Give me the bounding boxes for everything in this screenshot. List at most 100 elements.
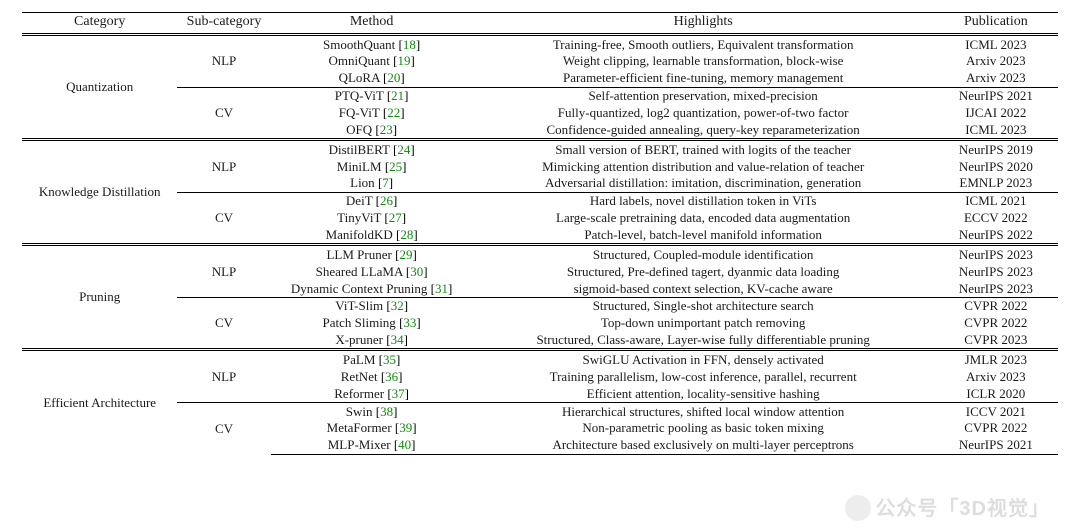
citation-link[interactable]: 30 [410, 264, 423, 279]
method-cell: OmniQuant [19] [271, 53, 473, 70]
citation-link[interactable]: 34 [391, 332, 404, 347]
highlights-cell: Adversarial distillation: imitation, dis… [473, 175, 934, 192]
category-cell: Pruning [22, 245, 177, 350]
citation-link[interactable]: 21 [391, 88, 404, 103]
publication-cell: NeurIPS 2023 [934, 280, 1058, 297]
subcategory-cell: CV [177, 403, 270, 455]
citation-link[interactable]: 28 [400, 227, 413, 242]
table-row: Efficient ArchitectureNLPPaLM [35]SwiGLU… [22, 350, 1058, 368]
highlights-cell: Top-down unimportant patch removing [473, 315, 934, 332]
highlights-cell: Weight clipping, learnable transformatio… [473, 53, 934, 70]
highlights-cell: Structured, Coupled-module identificatio… [473, 245, 934, 263]
citation-link[interactable]: 33 [403, 315, 416, 330]
method-cell: LLM Pruner [29] [271, 245, 473, 263]
publication-cell: IJCAI 2022 [934, 104, 1058, 121]
table-figure: { "columns":["Category","Sub-category","… [0, 0, 1080, 529]
subcategory-cell: NLP [177, 350, 270, 403]
highlights-cell: Fully-quantized, log2 quantization, powe… [473, 104, 934, 121]
method-cell: Patch Sliming [33] [271, 315, 473, 332]
highlights-cell: Mimicking attention distribution and val… [473, 158, 934, 175]
comparison-table: Category Sub-category Method Highlights … [22, 12, 1058, 455]
col-subcategory: Sub-category [177, 13, 270, 35]
publication-cell: NeurIPS 2023 [934, 263, 1058, 280]
table-row: CVDeiT [26]Hard labels, novel distillati… [22, 192, 1058, 209]
publication-cell: ICML 2023 [934, 121, 1058, 139]
highlights-cell: Structured, Single-shot architecture sea… [473, 297, 934, 314]
citation-link[interactable]: 25 [389, 159, 402, 174]
subcategory-cell: CV [177, 192, 270, 245]
publication-cell: ICLR 2020 [934, 385, 1058, 402]
citation-link[interactable]: 20 [387, 70, 400, 85]
col-category: Category [22, 13, 177, 35]
citation-link[interactable]: 18 [403, 37, 416, 52]
method-cell: OFQ [23] [271, 121, 473, 139]
highlights-cell: Self-attention preservation, mixed-preci… [473, 87, 934, 104]
publication-cell: Arxiv 2023 [934, 70, 1058, 87]
method-cell: DistilBERT [24] [271, 140, 473, 158]
category-cell: Efficient Architecture [22, 350, 177, 454]
citation-link[interactable]: 29 [399, 247, 412, 262]
table-row: CVViT-Slim [32]Structured, Single-shot a… [22, 297, 1058, 314]
citation-link[interactable]: 23 [380, 122, 393, 137]
publication-cell: NeurIPS 2021 [934, 437, 1058, 454]
highlights-cell: Hierarchical structures, shifted local w… [473, 403, 934, 420]
citation-link[interactable]: 19 [397, 53, 410, 68]
method-cell: ManifoldKD [28] [271, 226, 473, 244]
highlights-cell: Non-parametric pooling as basic token mi… [473, 420, 934, 437]
citation-link[interactable]: 26 [380, 193, 393, 208]
table-header-row: Category Sub-category Method Highlights … [22, 13, 1058, 35]
subcategory-cell: NLP [177, 140, 270, 193]
table-row: CVPTQ-ViT [21]Self-attention preservatio… [22, 87, 1058, 104]
highlights-cell: Structured, Class-aware, Layer-wise full… [473, 332, 934, 350]
col-publication: Publication [934, 13, 1058, 35]
table-row: PruningNLPLLM Pruner [29]Structured, Cou… [22, 245, 1058, 263]
citation-link[interactable]: 31 [435, 281, 448, 296]
method-cell: PTQ-ViT [21] [271, 87, 473, 104]
method-cell: MLP-Mixer [40] [271, 437, 473, 454]
method-cell: Reformer [37] [271, 385, 473, 402]
highlights-cell: Hard labels, novel distillation token in… [473, 192, 934, 209]
highlights-cell: Patch-level, batch-level manifold inform… [473, 226, 934, 244]
method-cell: Swin [38] [271, 403, 473, 420]
publication-cell: CVPR 2022 [934, 420, 1058, 437]
citation-link[interactable]: 27 [389, 210, 402, 225]
category-cell: Quantization [22, 35, 177, 140]
highlights-cell: Training-free, Smooth outliers, Equivale… [473, 35, 934, 53]
method-cell: SmoothQuant [18] [271, 35, 473, 53]
citation-link[interactable]: 22 [387, 105, 400, 120]
citation-link[interactable]: 38 [380, 404, 393, 419]
method-cell: MetaFormer [39] [271, 420, 473, 437]
publication-cell: ICML 2021 [934, 192, 1058, 209]
method-cell: DeiT [26] [271, 192, 473, 209]
category-cell: Knowledge Distillation [22, 140, 177, 245]
method-cell: ViT-Slim [32] [271, 297, 473, 314]
highlights-cell: Training parallelism, low-cost inference… [473, 368, 934, 385]
citation-link[interactable]: 24 [397, 142, 410, 157]
method-cell: RetNet [36] [271, 368, 473, 385]
citation-link[interactable]: 39 [399, 420, 412, 435]
publication-cell: ICCV 2021 [934, 403, 1058, 420]
publication-cell: NeurIPS 2019 [934, 140, 1058, 158]
method-cell: PaLM [35] [271, 350, 473, 368]
col-method: Method [271, 13, 473, 35]
subcategory-cell: CV [177, 297, 270, 350]
highlights-cell: Parameter-efficient fine-tuning, memory … [473, 70, 934, 87]
publication-cell: CVPR 2022 [934, 315, 1058, 332]
publication-cell: ICML 2023 [934, 35, 1058, 53]
citation-link[interactable]: 36 [385, 369, 398, 384]
method-cell: Dynamic Context Pruning [31] [271, 280, 473, 297]
highlights-cell: sigmoid-based context selection, KV-cach… [473, 280, 934, 297]
method-cell: MiniLM [25] [271, 158, 473, 175]
citation-link[interactable]: 32 [391, 298, 404, 313]
watermark: 公众号「3D视觉」 [845, 492, 1050, 521]
publication-cell: JMLR 2023 [934, 350, 1058, 368]
col-highlights: Highlights [473, 13, 934, 35]
method-cell: FQ-ViT [22] [271, 104, 473, 121]
publication-cell: Arxiv 2023 [934, 53, 1058, 70]
publication-cell: CVPR 2023 [934, 332, 1058, 350]
highlights-cell: Efficient attention, locality-sensitive … [473, 385, 934, 402]
table-row: Knowledge DistillationNLPDistilBERT [24]… [22, 140, 1058, 158]
citation-link[interactable]: 35 [383, 352, 396, 367]
citation-link[interactable]: 40 [398, 437, 411, 452]
citation-link[interactable]: 37 [392, 386, 405, 401]
